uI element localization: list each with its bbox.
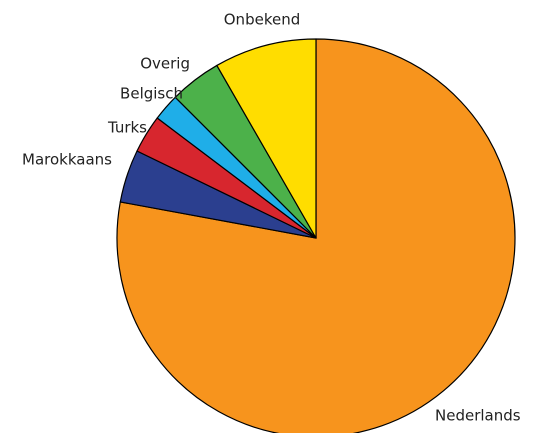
slice-label: Marokkaans	[22, 151, 112, 169]
slice-label: Turks	[107, 119, 147, 137]
slice-label: Nederlands	[435, 407, 521, 425]
pie-slice	[116, 38, 516, 433]
slice-label: Overig	[140, 55, 190, 73]
pie-slice	[216, 38, 317, 239]
slice-label: Onbekend	[224, 11, 300, 29]
slice-label: Belgisch	[120, 85, 183, 103]
